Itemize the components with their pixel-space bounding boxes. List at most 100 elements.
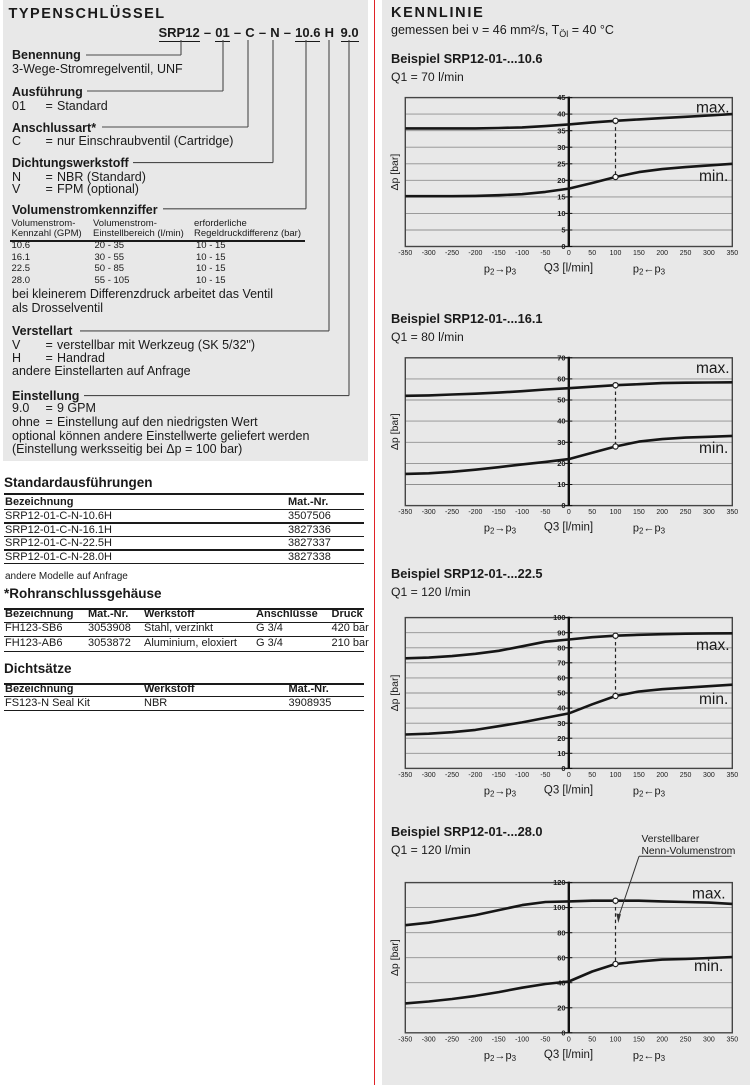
svg-text:300: 300 — [703, 509, 715, 516]
svg-text:p2←p3: p2←p3 — [633, 523, 666, 536]
svg-text:Q3 [l/min]: Q3 [l/min] — [544, 784, 593, 796]
svg-text:100: 100 — [610, 250, 622, 257]
svg-text:150: 150 — [633, 772, 645, 779]
svg-text:0: 0 — [561, 764, 565, 773]
svg-text:30: 30 — [557, 438, 565, 447]
svg-text:-150: -150 — [492, 250, 506, 257]
svg-text:200: 200 — [656, 1036, 668, 1043]
svg-text:p2←p3: p2←p3 — [633, 1050, 666, 1063]
svg-text:120: 120 — [553, 878, 566, 887]
svg-text:15: 15 — [557, 193, 565, 202]
svg-text:10: 10 — [557, 749, 565, 758]
svg-text:60: 60 — [557, 674, 565, 683]
svg-text:25: 25 — [557, 159, 565, 168]
svg-text:90: 90 — [557, 628, 565, 637]
svg-text:60: 60 — [557, 375, 565, 384]
svg-text:Q3 [l/min]: Q3 [l/min] — [544, 263, 593, 275]
svg-text:-100: -100 — [515, 250, 529, 257]
svg-text:-150: -150 — [492, 509, 506, 516]
svg-text:35: 35 — [557, 126, 565, 135]
svg-text:250: 250 — [680, 509, 692, 516]
svg-text:0: 0 — [561, 1028, 565, 1037]
svg-text:min.: min. — [694, 958, 723, 975]
svg-text:-200: -200 — [468, 509, 482, 516]
svg-text:30: 30 — [557, 719, 565, 728]
svg-text:Q3 [l/min]: Q3 [l/min] — [544, 1049, 593, 1061]
svg-text:p2→p3: p2→p3 — [484, 785, 517, 798]
svg-text:Δp [bar]: Δp [bar] — [389, 939, 401, 976]
svg-text:-150: -150 — [492, 1036, 506, 1043]
svg-text:150: 150 — [633, 250, 645, 257]
svg-text:60: 60 — [557, 953, 565, 962]
svg-text:min.: min. — [699, 168, 728, 185]
svg-text:200: 200 — [656, 509, 668, 516]
svg-text:50: 50 — [588, 250, 596, 257]
svg-text:-300: -300 — [422, 250, 436, 257]
svg-text:max.: max. — [692, 886, 726, 903]
svg-text:0: 0 — [567, 509, 571, 516]
svg-text:-100: -100 — [515, 772, 529, 779]
svg-text:-350: -350 — [398, 772, 412, 779]
svg-text:350: 350 — [726, 1036, 738, 1043]
svg-text:50: 50 — [588, 772, 596, 779]
svg-text:Δp [bar]: Δp [bar] — [389, 675, 401, 712]
svg-text:300: 300 — [703, 250, 715, 257]
svg-text:0: 0 — [561, 501, 565, 510]
svg-text:p2→p3: p2→p3 — [484, 1050, 517, 1063]
svg-text:min.: min. — [699, 691, 728, 708]
svg-text:0: 0 — [567, 1036, 571, 1043]
svg-text:max.: max. — [696, 360, 730, 377]
svg-text:-200: -200 — [468, 1036, 482, 1043]
svg-text:40: 40 — [557, 110, 565, 119]
svg-text:300: 300 — [703, 772, 715, 779]
svg-text:70: 70 — [557, 658, 565, 667]
svg-text:20: 20 — [557, 734, 565, 743]
svg-text:200: 200 — [656, 250, 668, 257]
svg-text:100: 100 — [610, 1036, 622, 1043]
svg-text:-300: -300 — [422, 1036, 436, 1043]
svg-text:-150: -150 — [492, 772, 506, 779]
svg-text:p2→p3: p2→p3 — [484, 264, 517, 277]
svg-text:p2←p3: p2←p3 — [633, 785, 666, 798]
svg-text:50: 50 — [557, 689, 565, 698]
svg-text:max.: max. — [696, 100, 730, 117]
svg-text:40: 40 — [557, 417, 565, 426]
svg-text:150: 150 — [633, 1036, 645, 1043]
svg-text:45: 45 — [557, 93, 565, 102]
svg-text:0: 0 — [567, 772, 571, 779]
svg-text:350: 350 — [726, 772, 738, 779]
svg-text:p2←p3: p2←p3 — [633, 264, 666, 277]
svg-text:40: 40 — [557, 704, 565, 713]
svg-text:20: 20 — [557, 1003, 565, 1012]
svg-text:5: 5 — [561, 226, 565, 235]
svg-text:70: 70 — [557, 353, 565, 362]
svg-text:100: 100 — [610, 772, 622, 779]
svg-text:20: 20 — [557, 176, 565, 185]
svg-text:150: 150 — [633, 509, 645, 516]
svg-text:0: 0 — [567, 250, 571, 257]
svg-text:250: 250 — [680, 772, 692, 779]
svg-text:80: 80 — [557, 928, 565, 937]
svg-text:-300: -300 — [422, 509, 436, 516]
svg-text:-50: -50 — [540, 509, 550, 516]
svg-text:100: 100 — [610, 509, 622, 516]
svg-text:0: 0 — [561, 242, 565, 251]
svg-text:-250: -250 — [445, 1036, 459, 1043]
svg-text:250: 250 — [680, 250, 692, 257]
svg-text:300: 300 — [703, 1036, 715, 1043]
svg-text:350: 350 — [726, 509, 738, 516]
svg-text:Δp [bar]: Δp [bar] — [389, 413, 401, 450]
svg-text:250: 250 — [680, 1036, 692, 1043]
svg-text:p2→p3: p2→p3 — [484, 523, 517, 536]
svg-text:-50: -50 — [540, 1036, 550, 1043]
svg-text:-100: -100 — [515, 1036, 529, 1043]
svg-text:20: 20 — [557, 459, 565, 468]
svg-text:50: 50 — [557, 396, 565, 405]
svg-text:-350: -350 — [398, 1036, 412, 1043]
svg-text:-350: -350 — [398, 250, 412, 257]
svg-text:-100: -100 — [515, 509, 529, 516]
svg-text:50: 50 — [588, 509, 596, 516]
svg-text:-250: -250 — [445, 509, 459, 516]
svg-text:-50: -50 — [540, 772, 550, 779]
svg-text:350: 350 — [726, 250, 738, 257]
